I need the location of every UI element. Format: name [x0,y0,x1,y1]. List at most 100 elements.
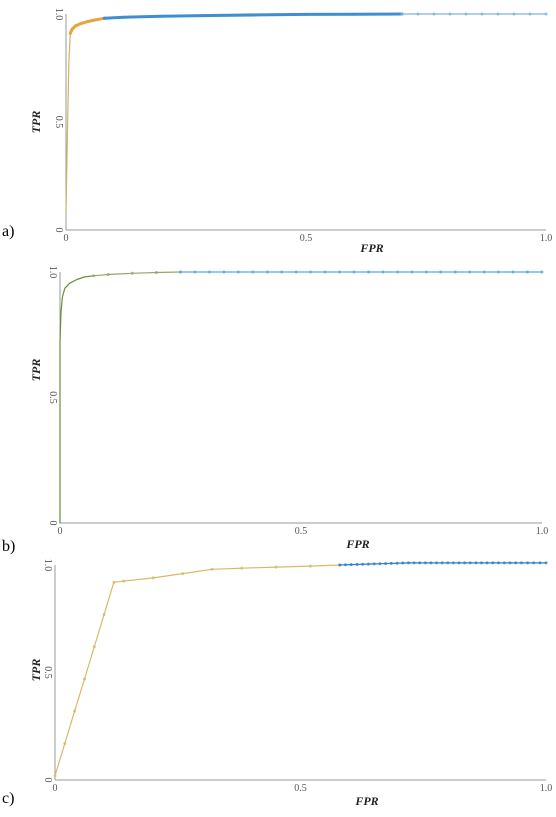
roc-point [78,22,82,26]
roc-point [70,27,74,31]
roc-point [448,12,452,16]
roc-point [480,12,484,16]
roc-point [151,576,155,580]
roc-point [130,271,134,275]
roc-point [446,561,450,565]
panel-label: c) [2,790,14,807]
roc-point [68,31,72,35]
x-tick-label: 1.0 [540,233,553,244]
roc-point [508,561,512,565]
roc-point [423,561,427,565]
roc-point [480,561,483,565]
roc-point [381,270,385,274]
roc-point [432,12,436,16]
roc-point [416,12,420,16]
roc-point [496,12,500,16]
roc-point [274,565,278,569]
roc-point [464,12,468,16]
roc-point [528,12,532,16]
roc-point [361,562,365,566]
roc-curve-series-1 [59,275,95,524]
panel-label: a) [2,223,14,240]
roc-point [485,561,489,565]
roc-point [181,572,185,576]
y-tick-label: 0 [42,778,53,783]
roc-point [429,561,433,565]
roc-point [265,270,269,274]
roc-point [412,561,416,565]
roc-point [210,567,214,571]
roc-point [367,270,370,274]
x-tick-label: 0.5 [294,783,307,794]
x-axis-title: FPR [354,794,378,808]
y-tick-label: 1.0 [47,266,58,279]
y-axis-title: TPR [29,359,43,382]
roc-point [74,24,78,28]
roc-point [424,270,428,274]
roc-point [544,12,548,16]
roc-panel-1: 0 0.5 1.0 0 0.5 1.0 FPR TPR a) [2,8,552,255]
y-tick-label: 0.5 [47,391,58,404]
roc-curve-series-3 [102,12,404,20]
y-tick-label: 1.0 [53,8,64,21]
y-tick-label: 0 [53,228,64,233]
roc-point [160,14,164,18]
roc-point [451,561,455,565]
roc-point [208,14,212,17]
roc-point [280,270,284,274]
y-axis-title: TPR [29,659,43,682]
roc-point [193,270,197,274]
roc-point [207,270,211,274]
x-tick-label: 0 [58,526,63,537]
roc-point [240,566,244,570]
roc-point [308,564,312,568]
roc-point [497,270,501,274]
roc-point [355,563,359,566]
roc-point [344,563,347,567]
roc-point [63,742,67,745]
roc-point [401,561,405,565]
roc-point [372,562,376,566]
roc-point [309,270,313,274]
roc-point [407,561,410,565]
roc-curve-series-1 [65,32,71,214]
roc-point [468,561,472,565]
roc-point [468,270,472,274]
roc-point [482,270,486,274]
roc-point [502,561,506,565]
roc-point [256,13,260,17]
roc-point [463,561,467,565]
roc-point [439,270,443,274]
roc-point [304,12,308,16]
roc-point [520,561,523,565]
roc-point [540,270,544,274]
roc-point [349,563,353,567]
roc-point [457,561,461,565]
roc-point [389,561,393,565]
roc-point [92,274,96,278]
y-tick-label: 0 [47,521,58,526]
y-tick-label: 1.0 [42,559,53,572]
roc-point [384,562,388,566]
x-tick-label: 0.5 [300,233,313,244]
x-axis-title: FPR [345,537,369,551]
roc-point [106,273,110,276]
roc-point [418,561,422,565]
roc-point [222,270,226,274]
roc-panel-2: 0 0.5 1.0 0 0.5 1.0 FPR TPR b) [2,266,548,555]
roc-point [102,613,106,616]
roc-point [538,561,542,565]
roc-point [236,270,240,274]
roc-point [338,270,342,274]
panel-label: b) [2,538,15,555]
x-tick-label: 0 [53,783,58,794]
roc-point [395,270,399,274]
roc-point [352,12,356,16]
y-tick-label: 0.5 [42,666,53,679]
roc-point [532,561,536,565]
roc-point [251,270,255,274]
roc-point [400,12,404,16]
roc-point [512,12,516,16]
y-axis-title: TPR [29,111,43,134]
